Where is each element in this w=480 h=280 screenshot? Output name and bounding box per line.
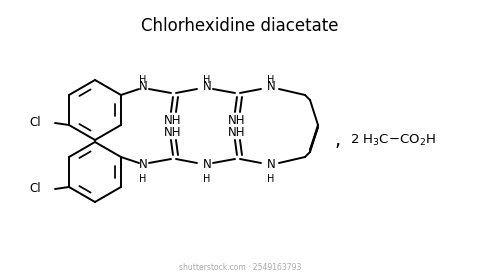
Text: N: N [202,81,211,94]
Text: NH: NH [228,125,245,139]
Text: NH: NH [164,125,181,139]
Text: NH: NH [164,113,181,127]
Text: Cl: Cl [29,183,41,195]
Text: Cl: Cl [29,116,41,129]
Text: Chlorhexidine diacetate: Chlorhexidine diacetate [141,17,338,35]
Text: H: H [267,75,274,85]
Text: N: N [138,158,147,171]
Text: H: H [203,174,210,184]
Text: ,: , [334,130,340,150]
Text: NH: NH [228,113,245,127]
Text: shutterstock.com · 2549163793: shutterstock.com · 2549163793 [179,263,300,272]
Text: H: H [203,75,210,85]
Text: H: H [267,174,274,184]
Text: N: N [202,158,211,171]
Text: N: N [266,81,275,94]
Text: 2 H$_3$C$-$CO$_2$H: 2 H$_3$C$-$CO$_2$H [349,132,435,148]
Text: H: H [139,75,146,85]
Text: N: N [266,158,275,171]
Text: N: N [138,81,147,94]
Text: H: H [139,174,146,184]
